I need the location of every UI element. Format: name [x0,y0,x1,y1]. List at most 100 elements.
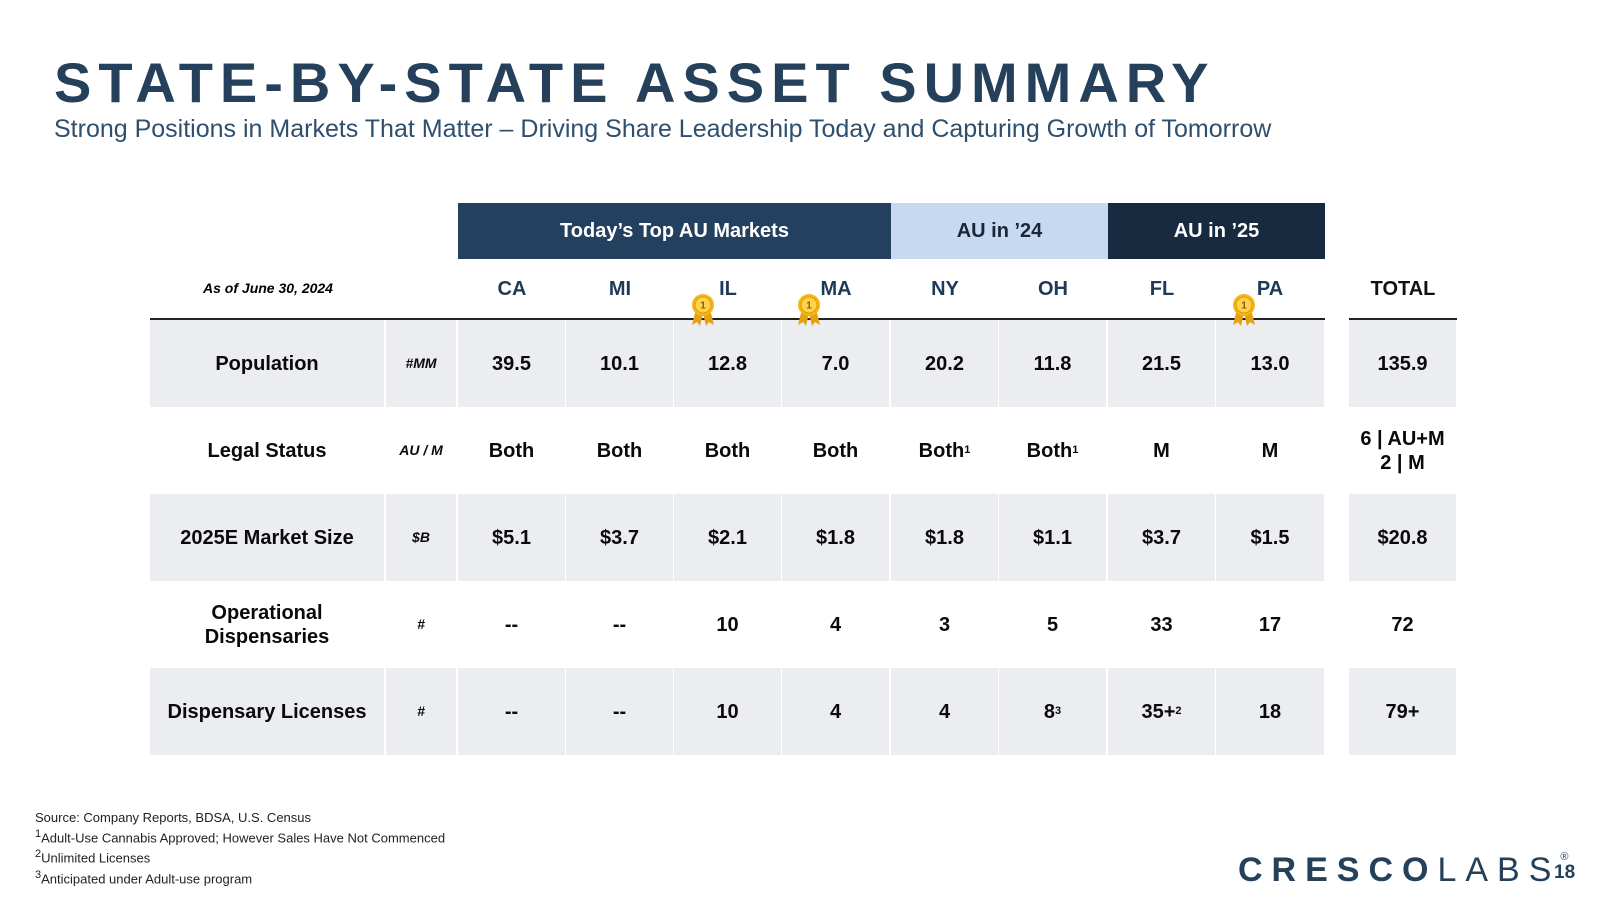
footnote-1: 1Adult-Use Cannabis Approved; However Sa… [35,826,445,846]
row-label: Dispensary Licenses [150,668,384,755]
medal-icon: 1 [1230,293,1258,327]
total-line: 2 | M [1380,451,1425,474]
cell-total: 72 [1391,613,1414,636]
row-unit: # [417,616,425,633]
column-header-ny: NY [931,278,959,300]
footnote-mark: 2 [35,848,42,861]
column-header-oh: OH [1038,278,1068,300]
cell-ca: -- [504,613,519,636]
footnote-mark: 1 [35,828,42,840]
cell-mi: -- [566,668,673,755]
medal-icon: 1 [689,293,717,327]
row-label-line: Operational [211,601,323,624]
row-unit: #MM [386,320,456,407]
footnote-text: Adult-Use Cannabis Approved; However Sal… [41,830,446,846]
cell-pa: 13.0 [1216,320,1324,407]
row-label: 2025E Market Size [150,494,384,581]
cell-fl: M [1153,439,1170,462]
group-header-today-top-au: Today’s Top AU Markets [458,203,891,259]
footnote-text: Unlimited Licenses [41,850,151,866]
row-unit: AU / M [399,442,443,459]
cell-ma: 7.0 [782,320,889,407]
cell-value: 35+ [1141,700,1176,723]
column-header-pa: PA [1256,278,1284,300]
row-label: Operational Dispensaries [150,581,384,668]
cell-ma: $1.8 [782,494,889,581]
cell-ny: 4 [891,668,998,755]
column-header-ca: CA [497,278,527,300]
cell-ny: 20.2 [891,320,998,407]
cell-mi: -- [612,613,627,636]
table-row-operational-dispensaries: Operational Dispensaries # -- -- 10 4 3 5… [0,581,1600,668]
cell-total: $20.8 [1349,494,1456,581]
row-unit: # [386,668,456,755]
footnote-text: Anticipated under Adult-use program [41,870,253,886]
row-label: Population [150,320,384,407]
cell-ny: $1.8 [891,494,998,581]
cell-total: 6 | AU+M 2 | M [1349,407,1456,494]
column-header-total: TOTAL [1370,278,1436,300]
cell-value: 8 [1043,700,1055,723]
cell-oh: Both 1 [999,407,1106,494]
logo-text-labs: LABS [1437,851,1561,889]
cell-oh: $1.1 [999,494,1106,581]
column-header-il: IL [719,278,737,300]
medal-number: 1 [1241,301,1247,312]
footnote-ref: 1 [1072,443,1079,456]
cell-oh: 11.8 [999,320,1106,407]
logo-registered-mark: ® [1560,851,1569,863]
cell-mi: Both [596,439,643,462]
total-header-rule [1349,318,1457,320]
table-row-market-size: 2025E Market Size $B $5.1 $3.7 $2.1 $1.8… [0,494,1600,581]
medal-number: 1 [806,301,812,312]
cell-pa: 18 [1216,668,1324,755]
cell-mi: $3.7 [566,494,673,581]
cell-fl: 21.5 [1108,320,1215,407]
page-title: STATE-BY-STATE ASSET SUMMARY [54,51,1216,114]
table-row-legal-status: Legal Status AU / M Both Both Both Both … [0,407,1600,494]
cell-ny: 3 [938,613,951,636]
row-label: Legal Status [207,439,327,462]
cell-value: Both [1026,439,1073,462]
footnote-mark: 3 [35,868,42,881]
footnote-3: 3Anticipated under Adult-use program [35,867,445,887]
cell-pa: 17 [1258,613,1282,636]
footnotes: Source: Company Reports, BDSA, U.S. Cens… [35,810,445,887]
cell-total: 79+ [1349,668,1456,755]
cell-total: 135.9 [1349,320,1456,407]
column-header-ma: MA [820,278,852,300]
cell-fl: 33 [1150,613,1173,636]
footnote-ref: 1 [964,443,971,456]
cell-ca: Both [488,439,535,462]
footnote-2: 2Unlimited Licenses [35,846,445,866]
cell-il: 10 [716,613,739,636]
medal-icon: 1 [795,293,823,327]
row-label-line: Dispensaries [204,625,330,648]
cell-ca: $5.1 [458,494,565,581]
cell-ma: Both [812,439,859,462]
page-number: 18 [1554,862,1576,883]
cell-ny: Both 1 [891,407,998,494]
page-subtitle: Strong Positions in Markets That Matter … [54,115,1272,143]
cell-ma: 4 [782,668,889,755]
as-of-date: As of June 30, 2024 [203,280,333,296]
row-unit: $B [386,494,456,581]
cell-il: Both [704,439,751,462]
header-rule [150,318,1325,320]
group-header-au-2024: AU in ’24 [891,203,1108,259]
cell-value: Both [918,439,965,462]
cell-ca: -- [458,668,565,755]
cell-oh: 5 [1046,613,1059,636]
cell-il: 12.8 [674,320,781,407]
medal-number: 1 [700,301,706,312]
table-row-population: Population #MM 39.5 10.1 12.8 7.0 20.2 1… [0,320,1600,407]
footnote-source: Source: Company Reports, BDSA, U.S. Cens… [35,810,312,825]
total-line: 6 | AU+M [1360,427,1445,450]
column-header-mi: MI [608,278,632,300]
footnote-ref: 3 [1055,704,1062,717]
cell-ca: 39.5 [458,320,565,407]
column-header-fl: FL [1149,278,1175,300]
cell-pa: M [1261,439,1279,462]
